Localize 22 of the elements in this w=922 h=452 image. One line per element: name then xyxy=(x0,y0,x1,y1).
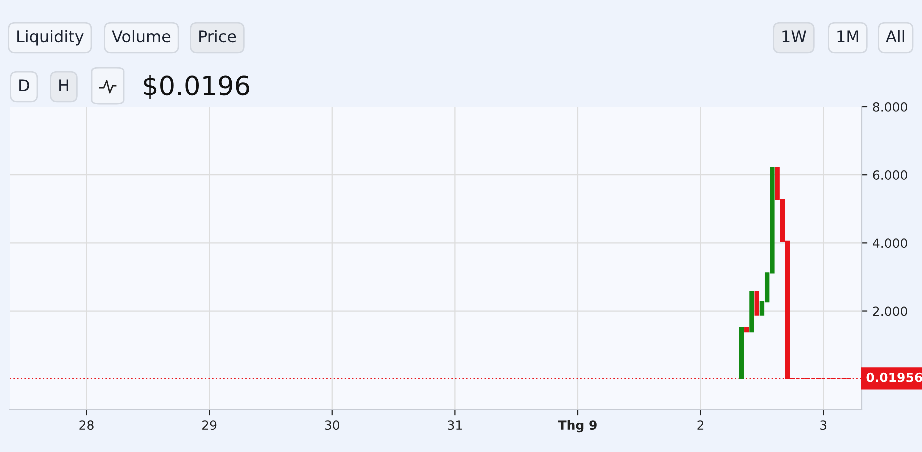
x-tick-label: 2 xyxy=(698,420,704,430)
x-tick-label: Thg 9 xyxy=(558,420,597,433)
text: All xyxy=(886,30,904,42)
y-tick-label: 2.000 xyxy=(873,306,908,316)
x-tick-label: 29 xyxy=(202,420,217,430)
x-tick-label: 31 xyxy=(448,420,462,430)
text: Liquidity xyxy=(18,30,84,46)
text: 1W xyxy=(782,30,806,42)
x-tick-label: 30 xyxy=(325,420,340,430)
text: 1M xyxy=(838,30,858,42)
y-tick-label: 4.000 xyxy=(873,238,908,248)
x-tick-label: 28 xyxy=(80,420,94,430)
text: Volume xyxy=(112,30,171,43)
text: H xyxy=(60,80,68,92)
text: D xyxy=(20,80,30,92)
candlestick xyxy=(754,291,760,316)
text: Price xyxy=(200,30,236,43)
y-tick-label: 6.000 xyxy=(873,170,908,180)
x-tick-label: 3 xyxy=(820,420,827,430)
chart-title: $0.0196 xyxy=(144,75,250,100)
y-tick-label: 8.000 xyxy=(873,102,908,112)
ref-line-label: 0.01956 xyxy=(866,372,922,382)
